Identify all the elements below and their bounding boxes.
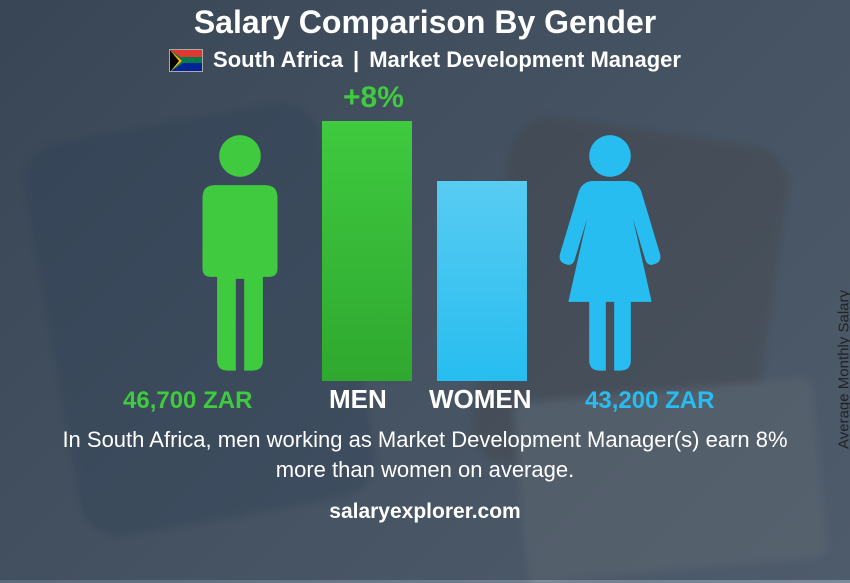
men-label: MEN	[329, 384, 387, 415]
page-title: Salary Comparison By Gender	[194, 4, 656, 41]
y-axis-label: Average Monthly Salary	[836, 290, 850, 449]
country-label: South Africa	[213, 47, 343, 73]
women-label: WOMEN	[429, 384, 532, 415]
site-attribution: salaryexplorer.com	[329, 500, 520, 524]
women-bar	[437, 181, 527, 381]
infographic: Salary Comparison By Gender South Africa…	[0, 0, 850, 580]
man-icon	[175, 131, 305, 381]
men-salary-value: 46,700 ZAR	[123, 387, 252, 415]
summary-text: In South Africa, men working as Market D…	[35, 425, 815, 484]
gender-comparison-chart: +8% 46,700 ZAR MEN WOMEN 43,200 ZAR	[65, 81, 785, 421]
south-africa-flag-icon	[169, 49, 203, 72]
job-title-label: Market Development Manager	[369, 47, 681, 73]
woman-icon	[545, 131, 675, 381]
percent-difference-label: +8%	[343, 81, 404, 115]
separator: |	[353, 47, 359, 73]
subtitle-row: South Africa | Market Development Manage…	[169, 47, 681, 73]
women-salary-value: 43,200 ZAR	[585, 387, 714, 415]
men-bar	[322, 121, 412, 381]
